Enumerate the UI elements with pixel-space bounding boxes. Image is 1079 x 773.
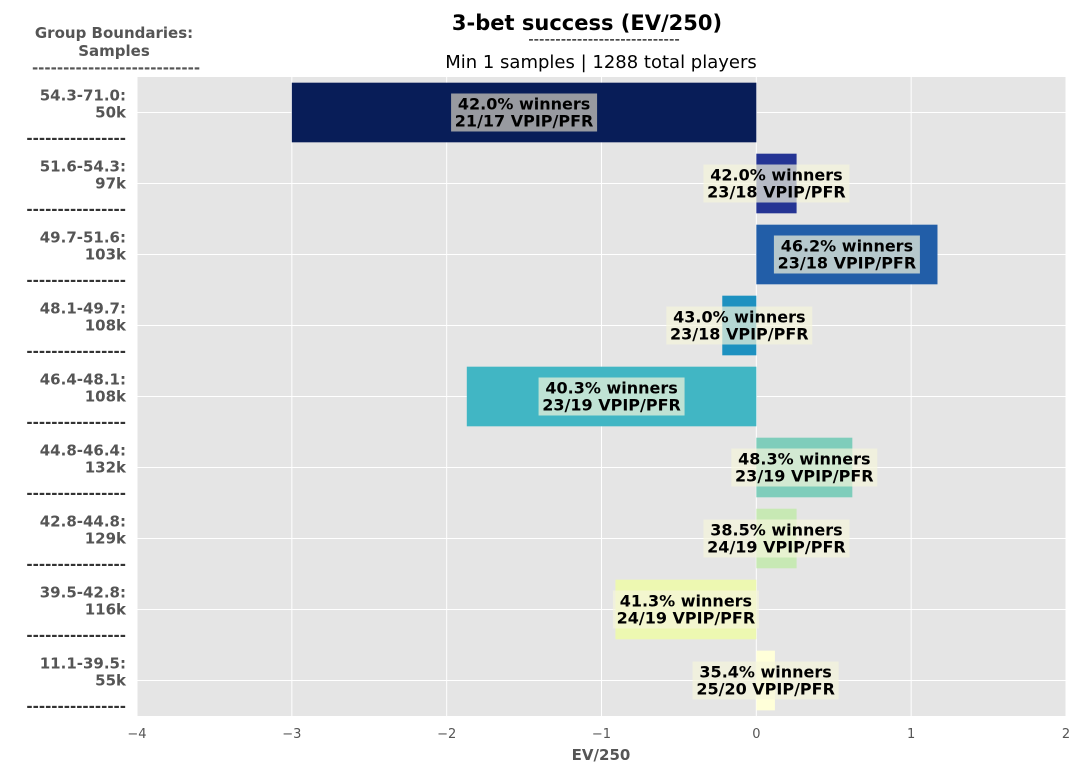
x-tick-label: 1	[907, 727, 915, 742]
group-separator: ----------------	[26, 556, 126, 574]
bar-label-winners: 43.0% winners	[673, 308, 805, 327]
bar-label-vpip-pfr: 25/20 VPIP/PFR	[696, 680, 835, 699]
bar-label-vpip-pfr: 24/19 VPIP/PFR	[707, 538, 846, 557]
group-separator: ----------------	[26, 698, 126, 716]
group-boundary-label: 11.1-39.5:	[40, 655, 126, 673]
group-samples-label: 55k	[95, 672, 127, 690]
group-boundary-label: 39.5-42.8:	[40, 584, 126, 602]
x-axis-label: EV/250	[572, 746, 631, 764]
bar-label-vpip-pfr: 23/18 VPIP/PFR	[707, 183, 846, 202]
group-separator: ----------------	[26, 343, 126, 361]
group-samples-label: 50k	[95, 104, 127, 122]
bar-label-vpip-pfr: 23/19 VPIP/PFR	[542, 396, 681, 415]
group-samples-label: 103k	[85, 246, 127, 264]
group-boundary-label: 48.1-49.7:	[40, 300, 126, 318]
bar-label-box	[731, 448, 878, 487]
bar-label-box	[538, 377, 685, 416]
chart-title: 3-bet success (EV/250)	[452, 11, 722, 35]
group-boundary-label: 44.8-46.4:	[40, 442, 126, 460]
bar-label-winners: 46.2% winners	[781, 237, 913, 256]
bar-label-box	[451, 93, 598, 132]
group-samples-label: 97k	[95, 175, 127, 193]
group-separator: ----------------	[26, 414, 126, 432]
bar-label-vpip-pfr: 21/17 VPIP/PFR	[455, 112, 594, 131]
bar-label-box	[666, 306, 813, 345]
x-tick-label: −3	[282, 727, 301, 742]
bar-label-winners: 48.3% winners	[738, 450, 870, 469]
group-boundary-label: 42.8-44.8:	[40, 513, 126, 531]
bar-label-winners: 42.0% winners	[710, 166, 842, 185]
bar-label-vpip-pfr: 23/19 VPIP/PFR	[735, 467, 874, 486]
x-tick-label: 2	[1062, 727, 1070, 742]
bar-label-winners: 38.5% winners	[710, 521, 842, 540]
bar-label-box	[612, 590, 759, 629]
group-boundary-label: 51.6-54.3:	[40, 158, 126, 176]
bar-label-vpip-pfr: 24/19 VPIP/PFR	[617, 609, 756, 628]
x-tick-label: 0	[752, 727, 760, 742]
bar-label-winners: 42.0% winners	[458, 95, 590, 114]
group-separator: ----------------	[26, 130, 126, 148]
x-tick-label: −2	[437, 727, 456, 742]
group-boundary-label: 54.3-71.0:	[40, 87, 126, 105]
group-separator: ----------------	[26, 627, 126, 645]
group-samples-label: 132k	[85, 459, 127, 477]
chart-subtitle: Min 1 samples | 1288 total players	[445, 52, 757, 73]
group-header-samples: Samples	[78, 42, 150, 60]
bar-label-box	[703, 164, 850, 203]
x-tick-label: −4	[127, 727, 146, 742]
group-samples-label: 108k	[85, 317, 127, 335]
group-separator: ----------------	[26, 485, 126, 503]
group-boundary-label: 46.4-48.1:	[40, 371, 126, 389]
group-samples-label: 129k	[85, 530, 127, 548]
group-header-dashes: ---------------------------	[32, 59, 200, 77]
bar-label-winners: 35.4% winners	[699, 663, 831, 682]
x-axis-ticks: −4 −3 −2 −1 0 1 2	[127, 727, 1070, 742]
group-samples-label: 116k	[85, 601, 127, 619]
group-labels: 54.3-71.0:50k ---------------- 51.6-54.3:9…	[26, 87, 127, 716]
bar-label-box	[773, 235, 920, 274]
x-tick-label: −1	[592, 727, 611, 742]
bar-label-winners: 40.3% winners	[545, 379, 677, 398]
group-header-title: Group Boundaries:	[35, 24, 193, 42]
group-separator: ----------------	[26, 201, 126, 219]
bar-label-vpip-pfr: 23/18 VPIP/PFR	[778, 254, 917, 273]
group-boundary-label: 49.7-51.6:	[40, 229, 126, 247]
group-separator: ----------------	[26, 272, 126, 290]
bar-label-winners: 41.3% winners	[620, 592, 752, 611]
title-underline: ----------------------------	[528, 30, 680, 48]
bar-label-box	[703, 519, 850, 558]
bar-label-vpip-pfr: 23/18 VPIP/PFR	[670, 325, 809, 344]
group-samples-label: 108k	[85, 388, 127, 406]
bar-label-box	[692, 661, 839, 700]
